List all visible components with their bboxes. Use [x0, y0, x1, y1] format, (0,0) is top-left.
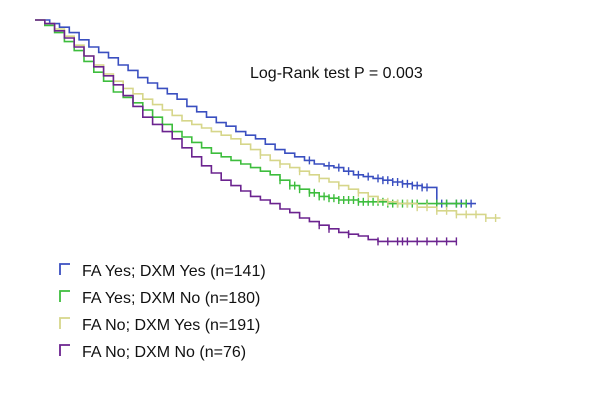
legend-label-4: FA No; DXM No (n=76)	[82, 344, 246, 361]
series-2-line	[35, 19, 467, 205]
series-4	[35, 19, 458, 246]
legend-swatch-4	[59, 344, 70, 356]
legend-swatch-1	[59, 263, 70, 275]
legend-label-2: FA Yes; DXM No (n=180)	[82, 290, 260, 307]
series-3	[35, 19, 501, 222]
legend-label-1: FA Yes; DXM Yes (n=141)	[82, 263, 266, 280]
series-1-line	[35, 19, 476, 205]
series-1	[35, 19, 476, 208]
chart-legend: FA Yes; DXM Yes (n=141) FA Yes; DXM No (n…	[59, 263, 266, 361]
legend-swatch-2	[59, 290, 70, 302]
series-3-line	[35, 19, 501, 219]
series-2	[35, 19, 467, 208]
survival-curves	[35, 19, 501, 246]
series-4-line	[35, 19, 457, 243]
legend-swatch-3	[59, 317, 70, 329]
legend-label-3: FA No; DXM Yes (n=191)	[82, 317, 260, 334]
logrank-annotation: Log-Rank test P = 0.003	[250, 65, 423, 82]
